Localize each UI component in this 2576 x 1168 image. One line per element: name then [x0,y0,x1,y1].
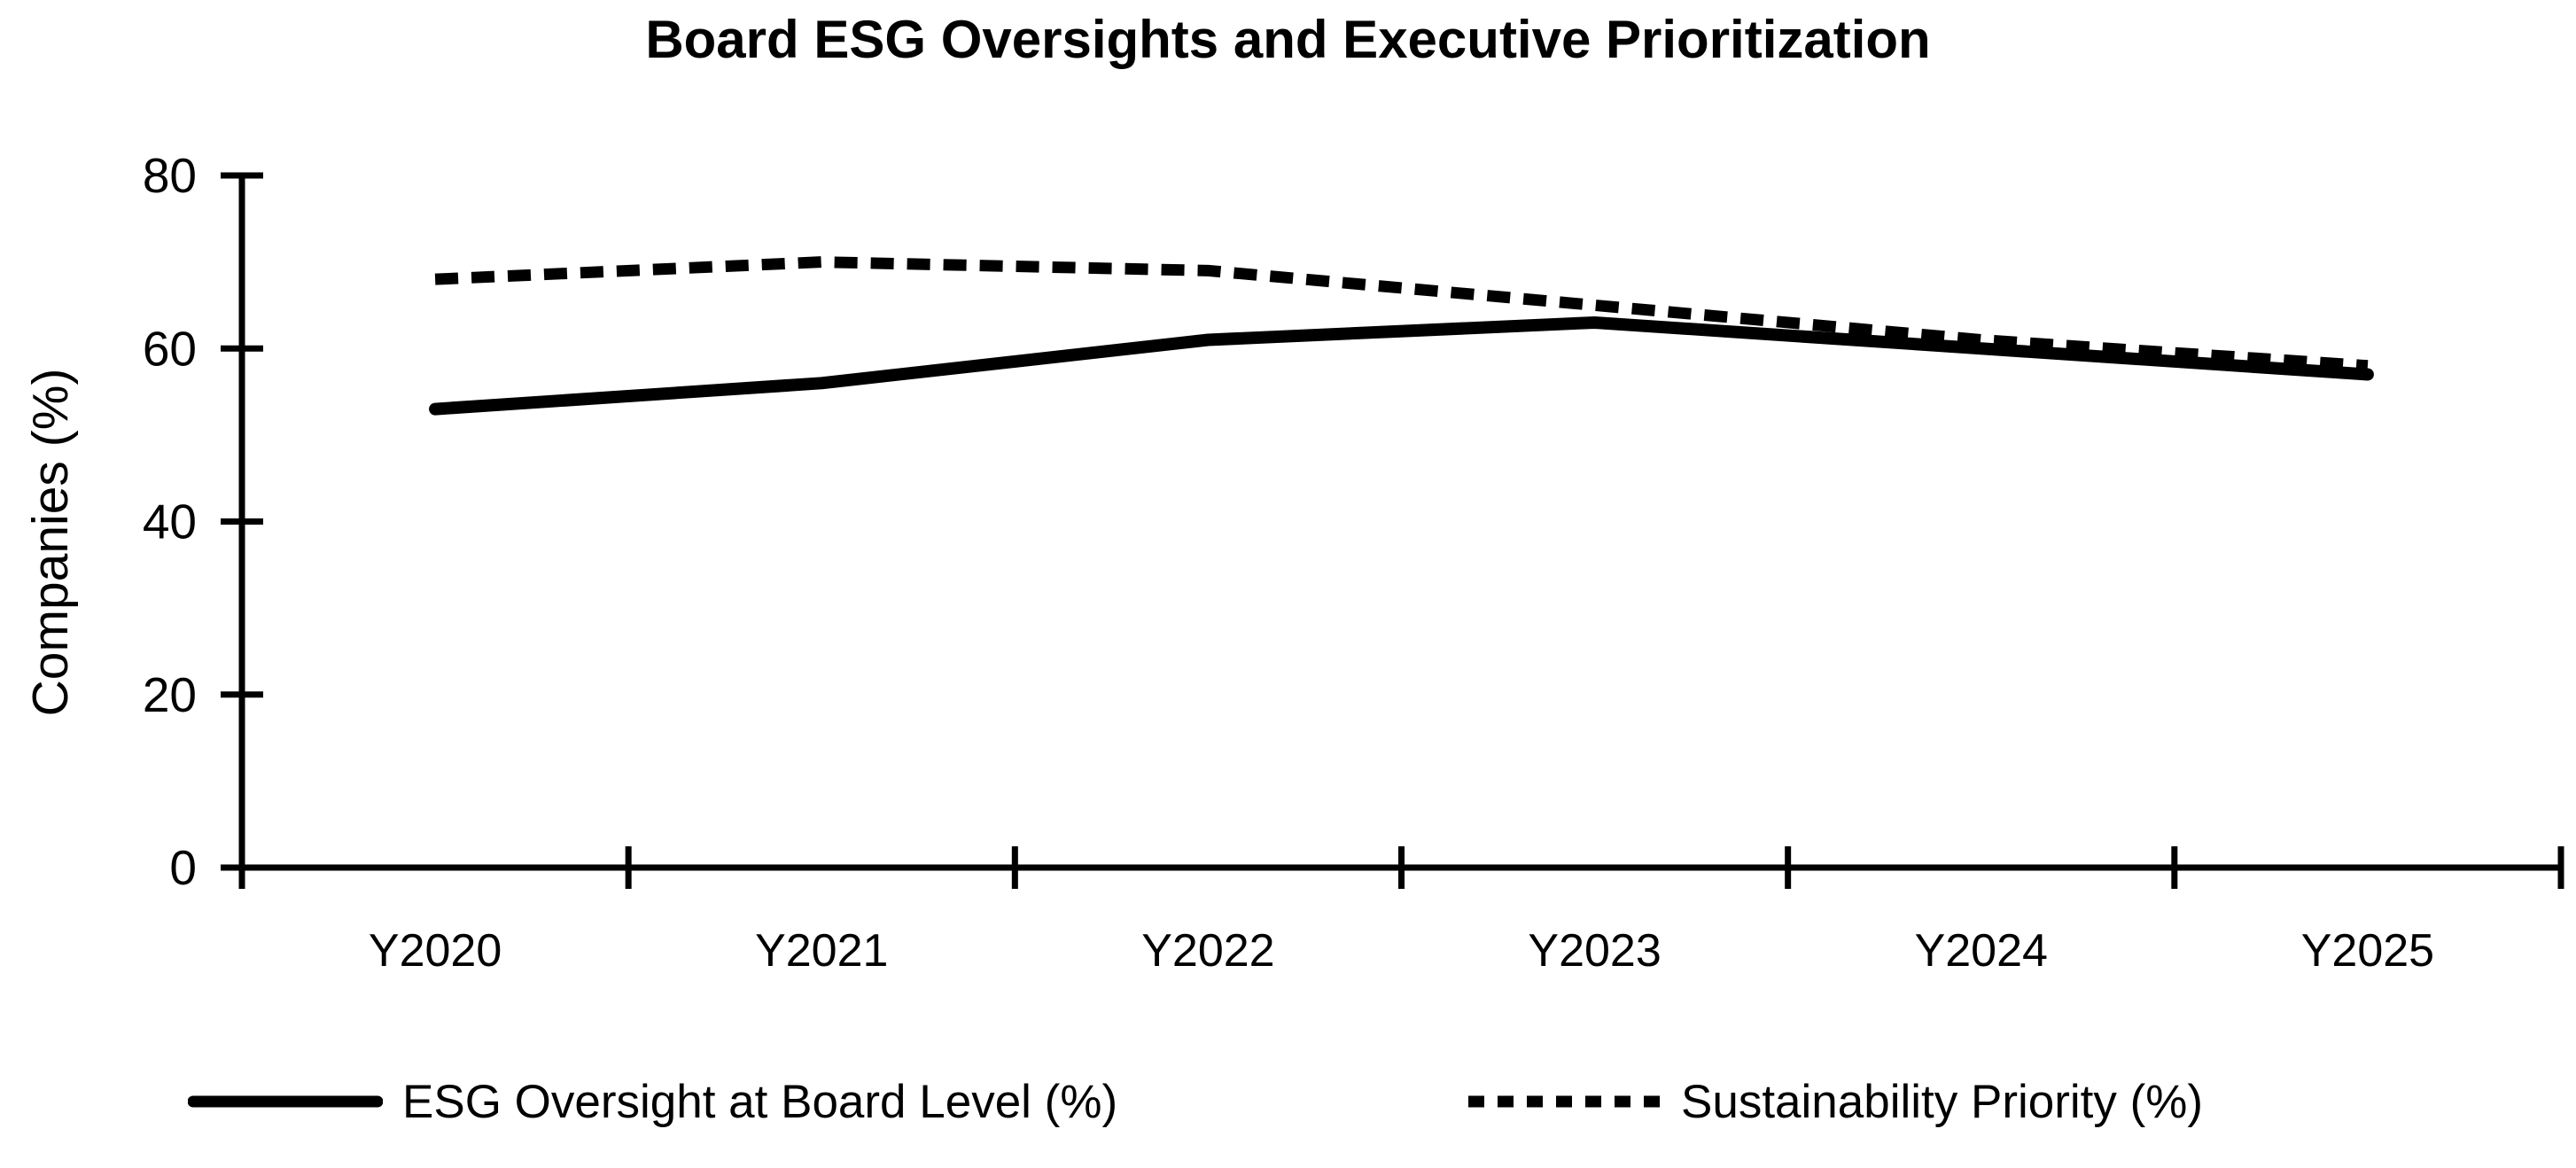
x-axis-tick-label: Y2024 [1915,925,2048,977]
series-line-0 [429,315,2374,416]
y-axis-tick-label: 60 [143,321,197,376]
x-axis-tick-label: Y2020 [369,925,502,977]
x-axis-tick-label: Y2025 [2301,925,2434,977]
legend-label-esg-oversight: ESG Oversight at Board Level (%) [402,1075,1118,1128]
x-axis-tick-label: Y2023 [1528,925,1661,977]
y-axis-tick-label: 20 [143,667,197,722]
y-axis-tick-label: 0 [169,840,197,895]
y-axis-title: Companies (%) [22,368,79,717]
chart-legend: ESG Oversight at Board Level (%) Sustain… [0,1071,2576,1133]
y-axis-tick-label: 40 [143,494,197,549]
x-axis-tick-label: Y2021 [755,925,888,977]
chart-title: Board ESG Oversights and Executive Prior… [645,10,1931,69]
legend-item-sustainability-priority: Sustainability Priority (%) [1467,1071,2203,1133]
legend-label-sustainability-priority: Sustainability Priority (%) [1681,1075,2204,1128]
y-axis-tick-label: 80 [143,148,197,203]
solid-line-swatch-icon [188,1095,383,1108]
dashed-line-swatch-icon [1468,1095,1662,1108]
legend-item-esg-oversight: ESG Oversight at Board Level (%) [188,1071,1117,1133]
x-axis-tick-label: Y2022 [1141,925,1274,977]
series-line-1 [434,256,2369,372]
